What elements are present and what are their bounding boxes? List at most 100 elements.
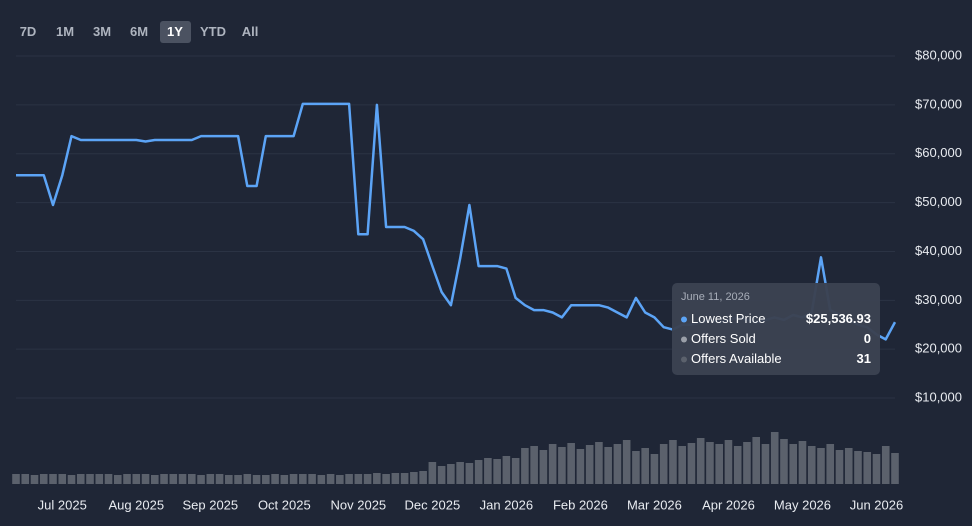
range-button[interactable]: YTD (200, 24, 226, 39)
volume-bar (789, 444, 798, 484)
volume-bar (872, 454, 881, 484)
volume-bar (206, 474, 215, 484)
volume-bar (12, 474, 20, 484)
volume-bar (169, 474, 178, 484)
volume-bar (67, 475, 76, 484)
tooltip-label: Offers Available (691, 351, 782, 366)
x-tick-label: Feb 2026 (553, 497, 608, 512)
x-tick-label: Oct 2025 (258, 497, 311, 512)
tooltip-dot (681, 316, 687, 323)
volume-bar (613, 444, 622, 484)
volume-bar (835, 450, 844, 484)
volume-bar (558, 447, 566, 484)
volume-bar (86, 474, 94, 484)
volume-bar (243, 474, 252, 484)
volume-bar (188, 474, 196, 484)
volume-bar (382, 474, 390, 484)
volume-bar (456, 462, 464, 484)
range-button-bg[interactable] (160, 21, 191, 43)
volume-bar (761, 444, 770, 484)
volume-bar (465, 463, 474, 484)
volume-bar (345, 474, 353, 484)
volume-bar (49, 474, 57, 484)
range-button[interactable]: 7D (20, 24, 37, 39)
volume-bar (373, 473, 381, 484)
volume-bar (743, 442, 751, 484)
volume-bar (687, 443, 696, 484)
volume-bar (891, 453, 899, 484)
volume-bar (215, 474, 224, 484)
volume-bar (844, 448, 853, 484)
y-tick-label: $10,000 (915, 389, 962, 404)
volume-bar (576, 449, 585, 484)
volume-bar (132, 474, 141, 484)
volume-bar (752, 437, 761, 484)
volume-bar (733, 446, 742, 484)
volume-bar (724, 440, 733, 484)
volume-bar (484, 458, 492, 484)
range-button[interactable]: 1Y (167, 24, 183, 39)
volume-bar (474, 460, 483, 484)
volume-bar (289, 474, 298, 484)
volume-bar (632, 451, 640, 484)
volume-bar (807, 446, 816, 484)
volume-bar (696, 438, 705, 484)
volume-bar (354, 474, 363, 484)
y-tick-label: $60,000 (915, 145, 962, 160)
tooltip-box (672, 283, 880, 375)
volume-bar (308, 474, 316, 484)
volume-bar (363, 474, 372, 484)
volume-bar (770, 432, 779, 484)
volume-bar (58, 474, 67, 484)
x-tick-label: Jul 2025 (38, 497, 87, 512)
tooltip-dot (681, 336, 687, 343)
volume-bar (539, 450, 548, 484)
axes: $10,000 $20,000 $30,000 $40,000 $50,000 $60,0… (38, 47, 962, 512)
volume-bar (622, 440, 631, 484)
range-button[interactable]: All (242, 24, 259, 39)
range-button[interactable]: 3M (93, 24, 111, 39)
tooltip-value: 0 (864, 331, 871, 346)
volume-bar (447, 464, 455, 484)
tooltip-value: 31 (857, 351, 871, 366)
volume-bar (178, 474, 187, 484)
tooltip-label: Offers Sold (691, 331, 756, 346)
volume-bar (585, 445, 594, 484)
volume-bar (881, 446, 890, 484)
volume-bar (502, 456, 511, 484)
volume-bar (419, 471, 427, 484)
tooltip-label: Lowest Price (691, 311, 765, 326)
volume-bar (271, 474, 279, 484)
volume-bar (826, 444, 835, 484)
volume-bar (197, 475, 205, 484)
volume-bar (104, 474, 113, 484)
y-tick-label: $80,000 (915, 47, 962, 62)
volume-bar (113, 475, 122, 484)
volume-bar (650, 454, 659, 484)
volume-bar (817, 448, 825, 484)
volume-bar (391, 473, 400, 484)
volume-bar (160, 474, 168, 484)
volume-bar (659, 444, 668, 484)
volume-bar (437, 466, 446, 484)
volume-bar (595, 442, 603, 484)
volume-bar (400, 473, 409, 484)
y-tick-label: $70,000 (915, 96, 962, 111)
volume-bar (410, 472, 418, 484)
tooltip-value: $25,536.93 (806, 311, 871, 326)
volume-bar (863, 452, 872, 484)
x-tick-label: Jan 2026 (480, 497, 534, 512)
range-button[interactable]: 6M (130, 24, 148, 39)
volume-bar (336, 475, 344, 484)
volume-bar (530, 446, 538, 484)
x-tick-label: Dec 2025 (405, 497, 461, 512)
x-tick-label: Aug 2025 (108, 497, 164, 512)
y-tick-label: $20,000 (915, 341, 962, 356)
range-button[interactable]: 1M (56, 24, 74, 39)
y-tick-label: $50,000 (915, 194, 962, 209)
volume-bar (225, 475, 233, 484)
y-tick-label: $30,000 (915, 292, 962, 307)
volume-bar (21, 474, 30, 484)
x-tick-label: Jun 2026 (850, 497, 904, 512)
